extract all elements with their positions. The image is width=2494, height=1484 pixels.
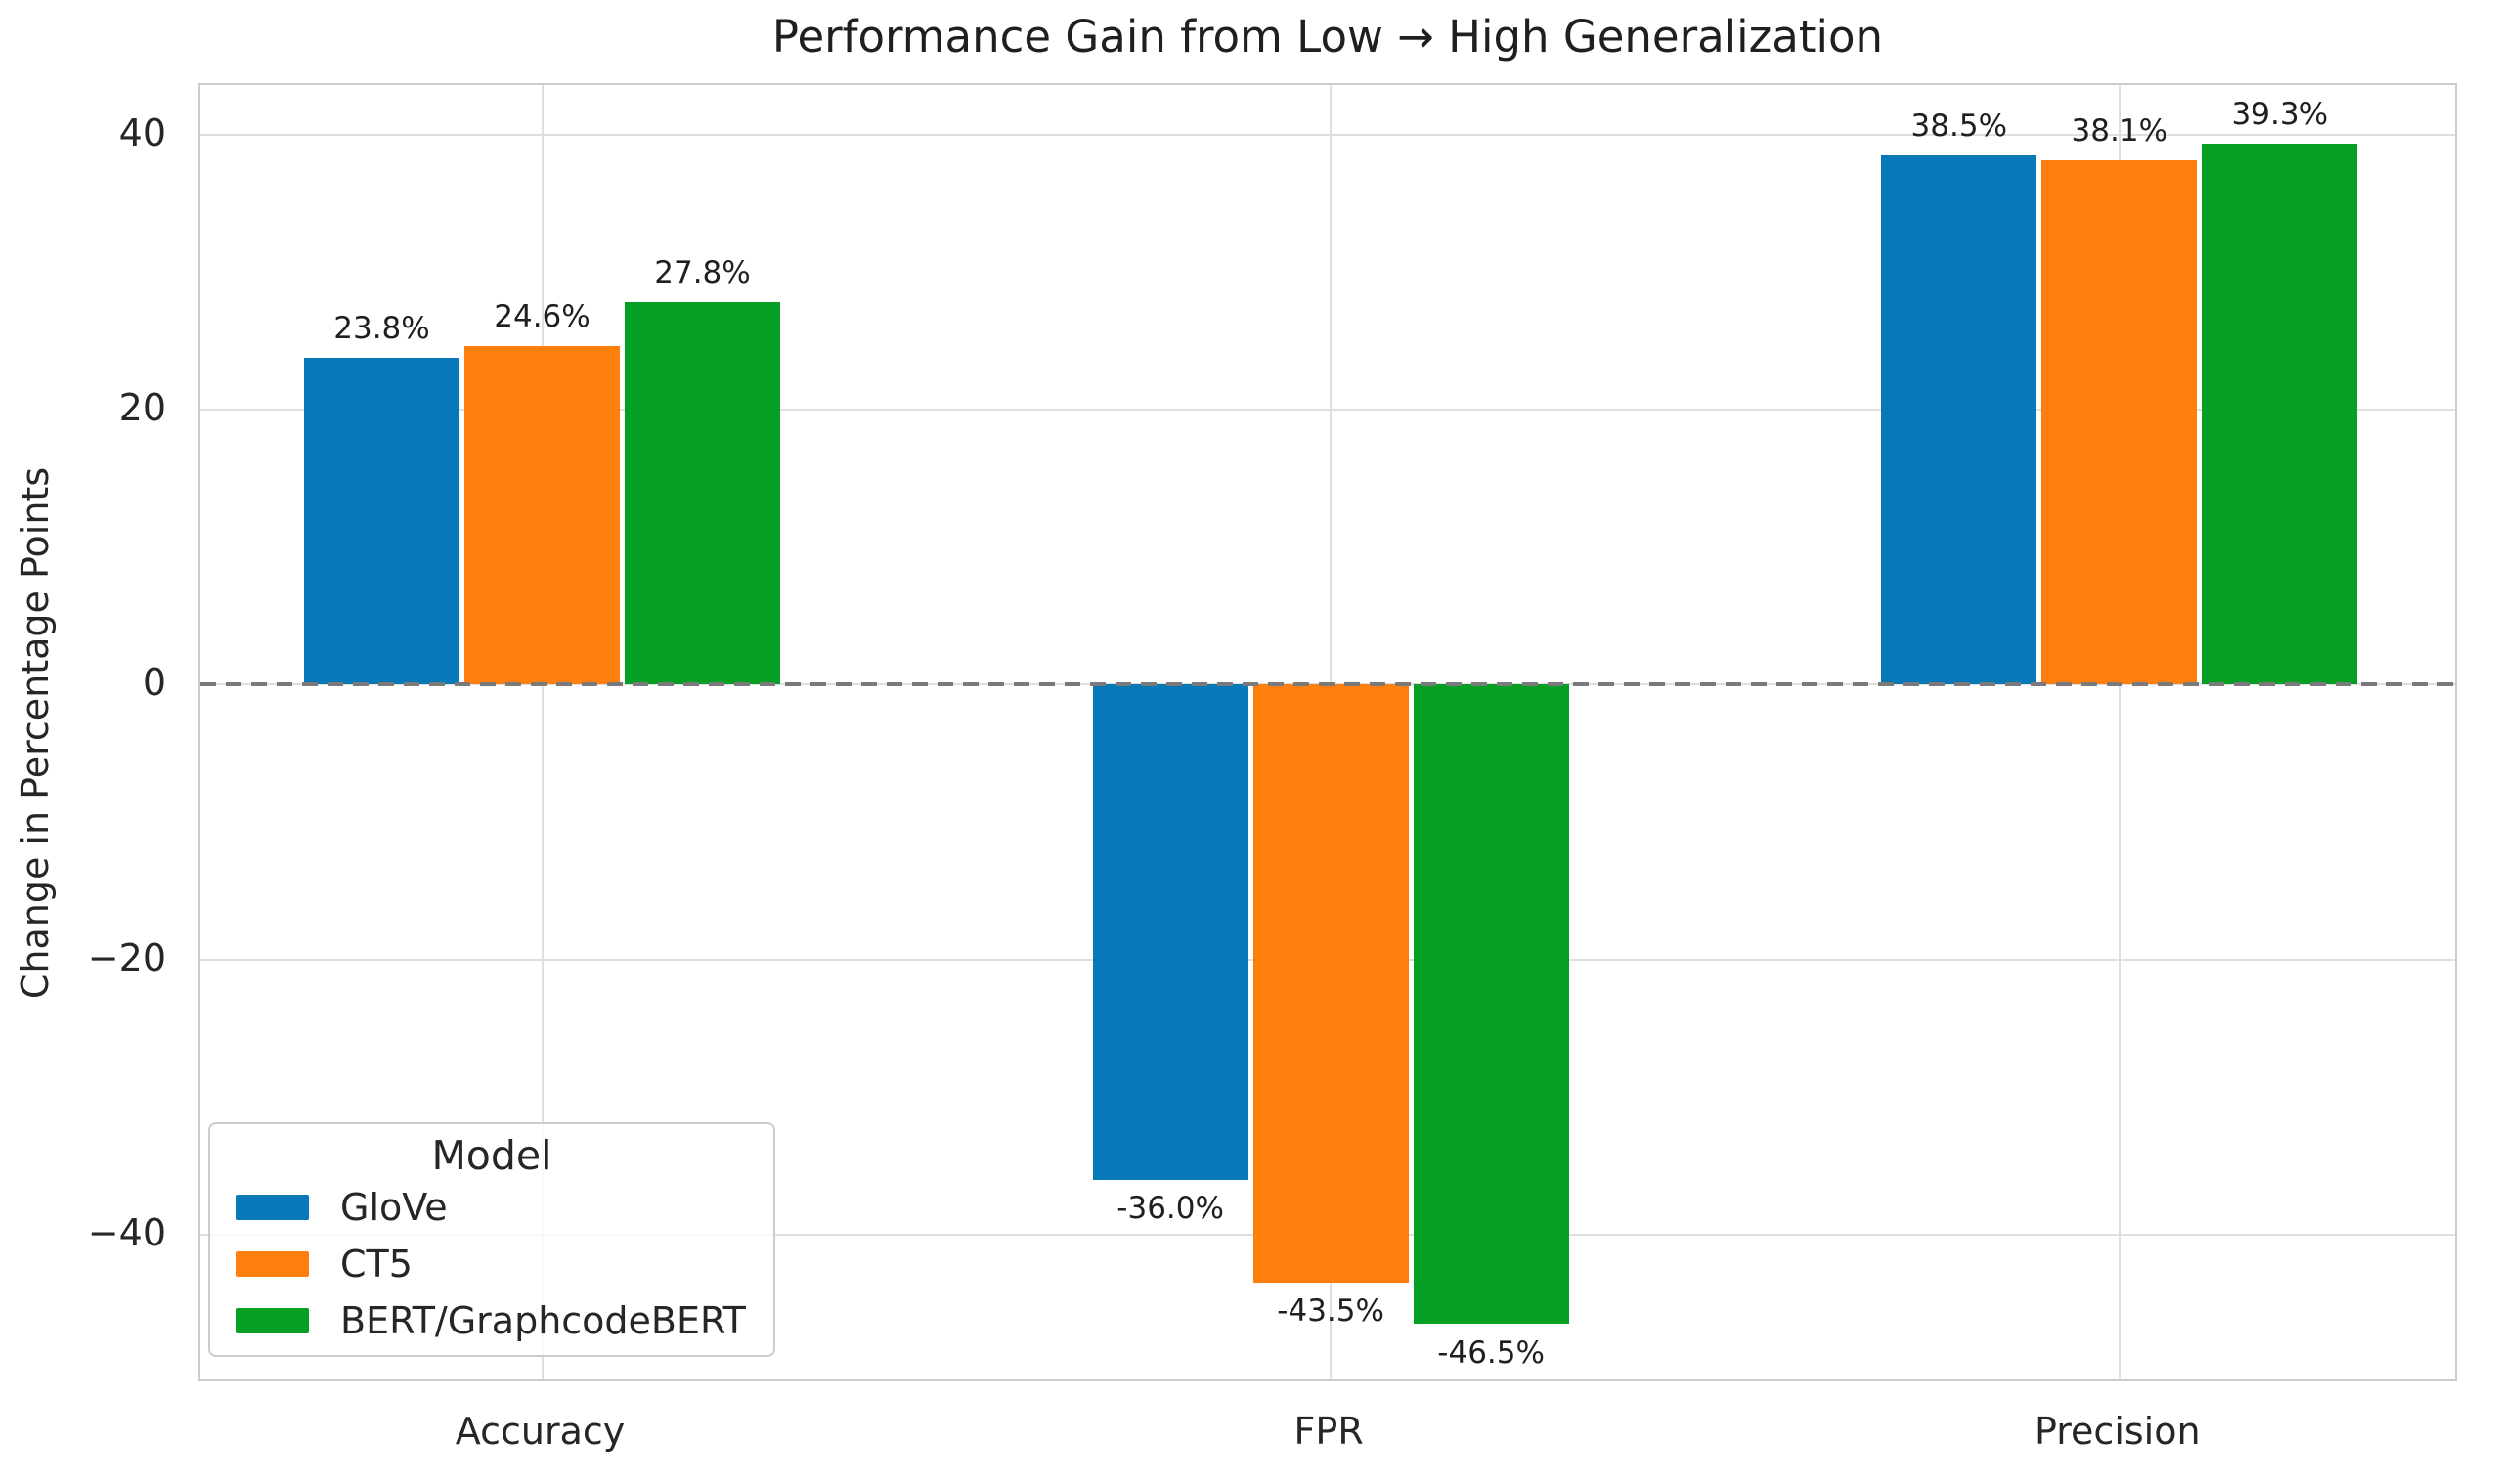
bar-glove-precision	[1881, 154, 2037, 685]
legend-label: GloVe	[340, 1186, 448, 1229]
legend-title: Model	[431, 1132, 552, 1179]
bar-value-label: 27.8%	[654, 255, 751, 291]
bar-value-label: 39.3%	[2231, 97, 2329, 133]
y-axis-label: Change in Percentage Points	[14, 466, 57, 1000]
legend-item: BERT/GraphcodeBERT	[210, 1292, 773, 1349]
chart-title: Performance Gain from Low → High General…	[771, 11, 1884, 63]
legend-swatch-bert-graphcodebert	[236, 1308, 309, 1333]
legend: Model GloVe CT5 BERT/GraphcodeBERT	[208, 1122, 775, 1357]
bar-bert-graphcodebert-precision	[2202, 144, 2358, 685]
x-tick-label: Accuracy	[455, 1410, 626, 1453]
bar-glove-accuracy	[304, 357, 459, 685]
y-tick-label: 40	[118, 110, 166, 154]
y-tick-label: 0	[142, 661, 166, 705]
v-gridline	[2118, 85, 2121, 1379]
legend-swatch-ct5	[236, 1251, 309, 1277]
bar-value-label: -43.5%	[1277, 1293, 1384, 1330]
bar-value-label: 38.5%	[1910, 108, 2008, 144]
bar-value-label: -46.5%	[1437, 1334, 1545, 1371]
bar-value-label: 38.1%	[2071, 113, 2168, 150]
bar-ct5-precision	[2041, 160, 2198, 685]
y-tick-label: 20	[118, 386, 166, 429]
y-tick-label: −40	[87, 1211, 166, 1255]
h-gridline	[200, 409, 2455, 411]
bar-bert-graphcodebert-fpr	[1413, 684, 1569, 1325]
legend-item: GloVe	[210, 1179, 773, 1236]
h-gridline	[200, 133, 2455, 136]
v-gridline	[541, 85, 544, 1379]
bar-glove-fpr	[1092, 684, 1248, 1180]
legend-label: CT5	[340, 1243, 413, 1286]
legend-item: CT5	[210, 1236, 773, 1292]
zero-line	[200, 682, 2455, 687]
x-tick-label: Precision	[2035, 1410, 2201, 1453]
bar-bert-graphcodebert-accuracy	[625, 302, 780, 685]
legend-swatch-glove	[236, 1195, 309, 1220]
y-tick-label: −20	[87, 936, 166, 980]
legend-label: BERT/GraphcodeBERT	[340, 1299, 746, 1342]
bar-value-label: 24.6%	[494, 299, 591, 335]
bar-value-label: -36.0%	[1116, 1190, 1224, 1226]
bar-value-label: 23.8%	[333, 310, 430, 346]
bar-ct5-fpr	[1252, 684, 1409, 1284]
x-tick-label: FPR	[1293, 1410, 1364, 1453]
bar-ct5-accuracy	[464, 346, 620, 685]
